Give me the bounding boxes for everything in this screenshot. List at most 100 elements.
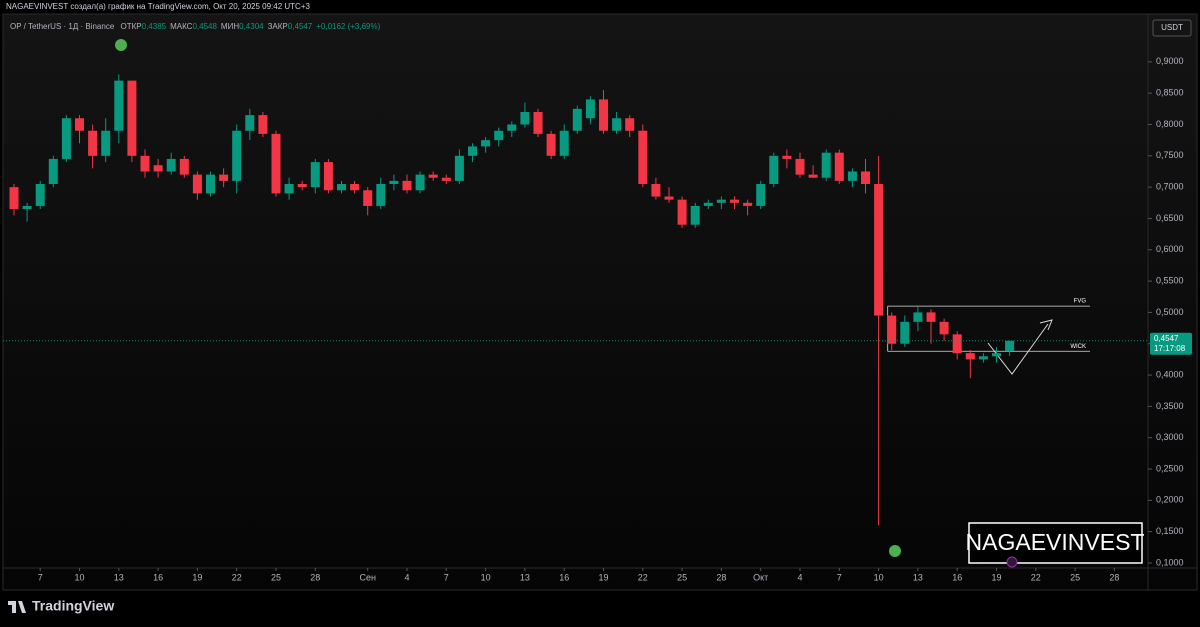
- candle-body: [625, 118, 635, 131]
- candle-body: [350, 184, 360, 191]
- candle-body: [664, 196, 674, 200]
- candle-body: [756, 184, 766, 206]
- candle-body: [481, 140, 491, 147]
- currency-box: [1152, 19, 1192, 37]
- candle-body: [245, 115, 255, 131]
- signal-dot: [115, 39, 127, 51]
- y-tick-label: 0,1000: [1156, 557, 1184, 567]
- watermark: NAGAEVINVEST: [966, 529, 1145, 555]
- candle-body: [284, 184, 294, 194]
- candle-body: [494, 130, 504, 141]
- candle-body: [101, 130, 111, 156]
- ohlc-value: 0,4385: [142, 22, 167, 31]
- x-tick-label: 7: [38, 572, 43, 582]
- level-label: WICK: [1070, 344, 1086, 350]
- candle-body: [887, 315, 897, 344]
- candle-body: [559, 130, 569, 156]
- candle-body: [271, 133, 281, 194]
- x-tick-label: 25: [271, 572, 281, 582]
- y-tick-label: 0,7000: [1156, 182, 1184, 192]
- candle-body: [572, 108, 582, 131]
- x-tick-label: 13: [114, 572, 124, 582]
- ohlc-value: 0,4304: [239, 22, 264, 31]
- x-tick-label: 4: [797, 572, 802, 582]
- credit: NAGAEVINVEST создал(а) график на Trading…: [6, 2, 311, 11]
- candle-body: [441, 177, 451, 181]
- candle-body: [808, 174, 818, 178]
- x-tick-label: 28: [716, 572, 726, 582]
- price-tag-countdown: 17:17:08: [1154, 344, 1186, 353]
- candle-body: [468, 146, 477, 156]
- candle-body: [716, 199, 726, 203]
- ohlc-label: ОТКР: [121, 22, 142, 31]
- x-tick-label: 4: [404, 572, 409, 582]
- candle-body: [533, 111, 543, 134]
- candle-body: [874, 184, 884, 316]
- x-tick-label: 10: [481, 572, 491, 582]
- candle-body: [690, 205, 700, 225]
- y-tick-label: 0,9000: [1156, 56, 1184, 66]
- price-tag: [1150, 332, 1192, 355]
- candle-body: [795, 158, 805, 175]
- ohlc-value: 0,4547: [288, 22, 313, 31]
- candle-body: [35, 184, 45, 206]
- candle-body: [677, 199, 687, 225]
- watermark-box: [968, 522, 1143, 564]
- candle-body: [454, 155, 464, 181]
- brand: TradingView: [32, 598, 114, 614]
- candle-body: [363, 190, 373, 206]
- candle-body: [703, 202, 713, 206]
- ohlc-value: 0,4548: [192, 22, 217, 31]
- x-tick-label: Сен: [359, 572, 376, 582]
- candle-body: [769, 155, 779, 185]
- candle-body: [651, 184, 661, 197]
- x-tick-label: 19: [991, 572, 1001, 582]
- x-tick-label: 7: [444, 572, 449, 582]
- x-tick-label: 22: [232, 572, 242, 582]
- x-tick-label: 25: [1070, 572, 1080, 582]
- candle-body: [861, 171, 870, 185]
- y-tick-label: 0,3000: [1156, 432, 1184, 442]
- candle-body: [939, 321, 949, 335]
- symbol: OP / TetherUS · 1Д · Binance: [10, 22, 115, 31]
- candle-body: [153, 165, 163, 172]
- y-tick-label: 0,1500: [1156, 526, 1184, 536]
- candle-body: [310, 162, 320, 188]
- candle-body: [546, 133, 556, 156]
- candle-body: [847, 171, 857, 181]
- candle-body: [952, 334, 962, 354]
- x-tick-label: 22: [1031, 572, 1041, 582]
- ohlc-label: МАКС: [170, 22, 193, 31]
- x-tick-label: 10: [874, 572, 884, 582]
- level-label: FVG: [1074, 299, 1087, 305]
- candle-body: [782, 155, 792, 159]
- arrow-head: [1039, 319, 1053, 331]
- candle-body: [913, 312, 923, 322]
- ohlc-label: ЗАКР: [268, 22, 288, 31]
- candle-body: [821, 152, 831, 178]
- y-tick-label: 0,2500: [1156, 463, 1184, 473]
- signal-dot: [889, 545, 901, 557]
- candle-body: [206, 174, 215, 194]
- candle-body: [585, 99, 595, 119]
- candle-body: [219, 174, 229, 181]
- x-tick-label: 16: [153, 572, 163, 582]
- x-tick-label: 7: [837, 572, 842, 582]
- indicator-icon: [1006, 556, 1018, 568]
- candle-body: [323, 162, 333, 191]
- logo-icon: [8, 601, 26, 613]
- candle-body: [743, 202, 753, 206]
- x-tick-label: Окт: [753, 572, 768, 582]
- y-tick-label: 0,7500: [1156, 150, 1184, 160]
- candle-body: [1005, 340, 1015, 351]
- y-tick-label: 0,8000: [1156, 119, 1184, 129]
- candle-body: [258, 115, 268, 134]
- price-tag-value: 0,4547: [1154, 334, 1179, 343]
- candle-body: [297, 184, 307, 188]
- y-tick-label: 0,6500: [1156, 213, 1184, 223]
- x-tick-label: 19: [192, 572, 202, 582]
- candle-body: [834, 152, 844, 181]
- candle-body: [166, 158, 176, 172]
- change: +0,0162 (+3,69%): [316, 22, 380, 31]
